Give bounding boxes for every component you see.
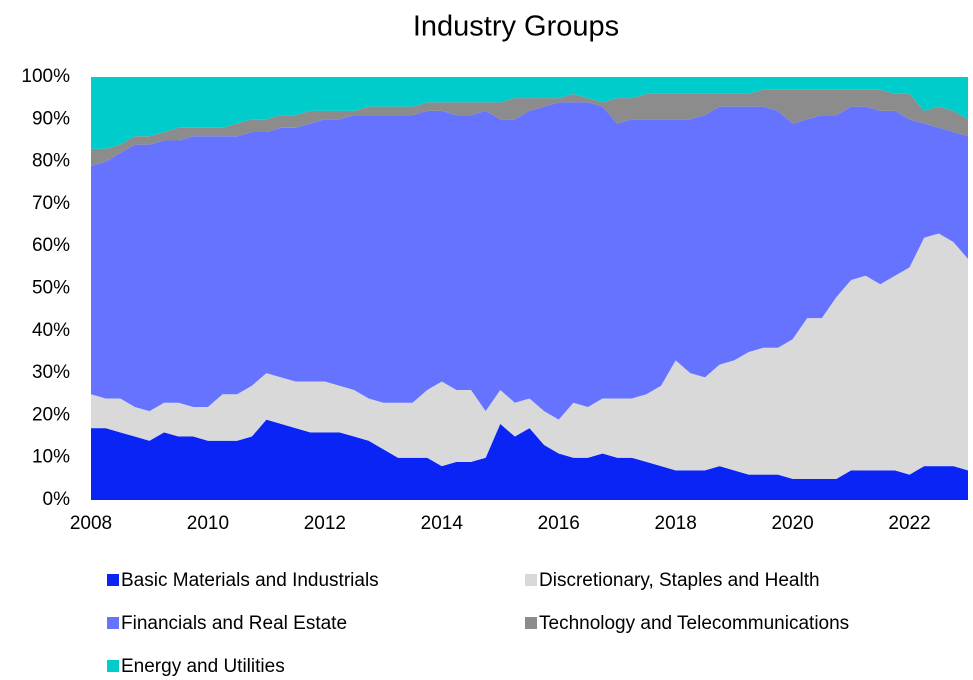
- area: [91, 89, 968, 166]
- y-tick-label: 50%: [32, 278, 70, 299]
- y-tick-label: 40%: [32, 320, 70, 341]
- legend-label: Basic Materials and Industrials: [121, 570, 379, 591]
- legend-swatch: [525, 617, 537, 629]
- x-tick-label: 2008: [70, 513, 112, 534]
- legend-label: Financials and Real Estate: [121, 613, 347, 634]
- x-tick-label: 2020: [771, 513, 813, 534]
- y-tick-label: 20%: [32, 404, 70, 425]
- legend-swatch: [107, 660, 119, 672]
- chart-title: Industry Groups: [413, 11, 619, 43]
- x-tick-label: 2012: [304, 513, 346, 534]
- x-tick-label: 2010: [187, 513, 229, 534]
- x-tick-label: 2016: [538, 513, 580, 534]
- area: [91, 233, 968, 479]
- x-tick-label: 2022: [888, 513, 930, 534]
- x-tick-label: 2014: [421, 513, 464, 534]
- area: [91, 419, 968, 500]
- legend-swatch: [107, 617, 119, 629]
- area: [91, 77, 968, 149]
- y-tick-label: 100%: [21, 66, 70, 87]
- y-tick-label: 60%: [32, 235, 70, 256]
- x-tick-label: 2018: [655, 513, 697, 534]
- legend-swatch: [107, 574, 119, 586]
- y-tick-label: 70%: [32, 193, 70, 214]
- y-tick-label: 10%: [32, 447, 70, 468]
- y-tick-label: 30%: [32, 362, 70, 383]
- legend-swatch: [525, 574, 537, 586]
- legend-label: Technology and Telecommunications: [539, 613, 849, 634]
- y-tick-label: 90%: [32, 108, 70, 129]
- area: [91, 102, 968, 420]
- y-tick-label: 0%: [43, 489, 71, 510]
- legend-label: Discretionary, Staples and Health: [539, 570, 820, 591]
- y-tick-label: 80%: [32, 151, 70, 172]
- legend-label: Energy and Utilities: [121, 656, 285, 677]
